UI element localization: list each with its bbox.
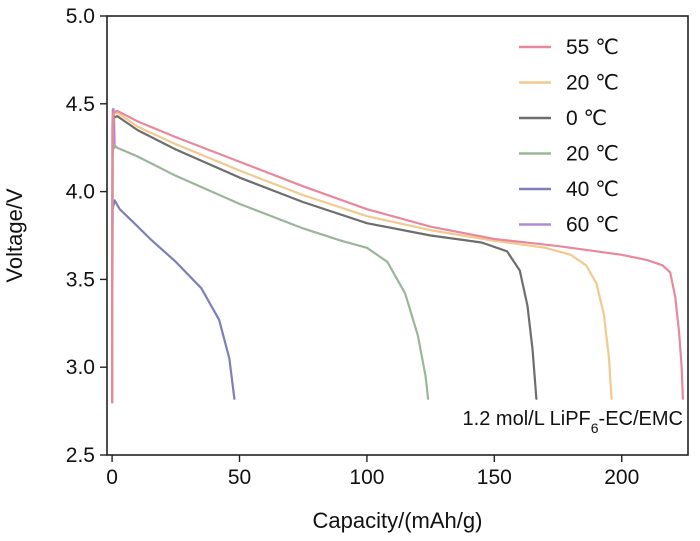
legend-label: 20 ℃ bbox=[566, 72, 619, 95]
x-tick-label: 150 bbox=[477, 466, 512, 489]
legend-label: 55 ℃ bbox=[566, 36, 619, 59]
x-axis: 0 50 100 150 200 bbox=[106, 455, 639, 489]
annotation-prefix: 1.2 mol/L LiPF bbox=[463, 408, 591, 430]
x-tick-label: 200 bbox=[604, 466, 639, 489]
y-tick-label: 5.0 bbox=[66, 5, 95, 28]
series-line-0 bbox=[110, 109, 685, 404]
y-tick-label: 2.5 bbox=[66, 444, 95, 467]
x-tick-label: 100 bbox=[349, 466, 384, 489]
y-tick-label: 3.5 bbox=[66, 268, 95, 291]
y-tick-label: 4.0 bbox=[66, 181, 95, 204]
y-tick-label: 3.0 bbox=[66, 356, 95, 379]
series-line-3 bbox=[110, 143, 430, 404]
annotation-suffix: -EC/EMC bbox=[599, 408, 683, 430]
y-tick-label: 4.5 bbox=[66, 93, 95, 116]
x-axis-title: Capacity/(mAh/g) bbox=[313, 508, 483, 533]
series-line-2 bbox=[110, 114, 538, 404]
legend-label: 0 ℃ bbox=[566, 107, 607, 130]
annotation-subscript: 6 bbox=[591, 420, 599, 436]
x-tick-label: 0 bbox=[106, 466, 118, 489]
series-line-4 bbox=[110, 199, 236, 404]
legend: 55 ℃ 20 ℃ 0 ℃ 20 ℃ 40 ℃ 60 ℃ bbox=[519, 36, 619, 237]
legend-label: 40 ℃ bbox=[566, 178, 619, 201]
series-layer bbox=[110, 107, 685, 404]
x-tick-label: 50 bbox=[228, 466, 251, 489]
legend-label: 60 ℃ bbox=[566, 214, 619, 237]
series-line-1 bbox=[110, 111, 613, 404]
plot-frame bbox=[106, 15, 689, 456]
y-axis-title: Voltage/V bbox=[2, 188, 27, 283]
y-axis: 2.5 3.0 3.5 4.0 4.5 5.0 bbox=[66, 5, 107, 467]
electrolyte-annotation: 1.2 mol/L LiPF6-EC/EMC bbox=[463, 408, 683, 436]
legend-label: 20 ℃ bbox=[566, 143, 619, 166]
